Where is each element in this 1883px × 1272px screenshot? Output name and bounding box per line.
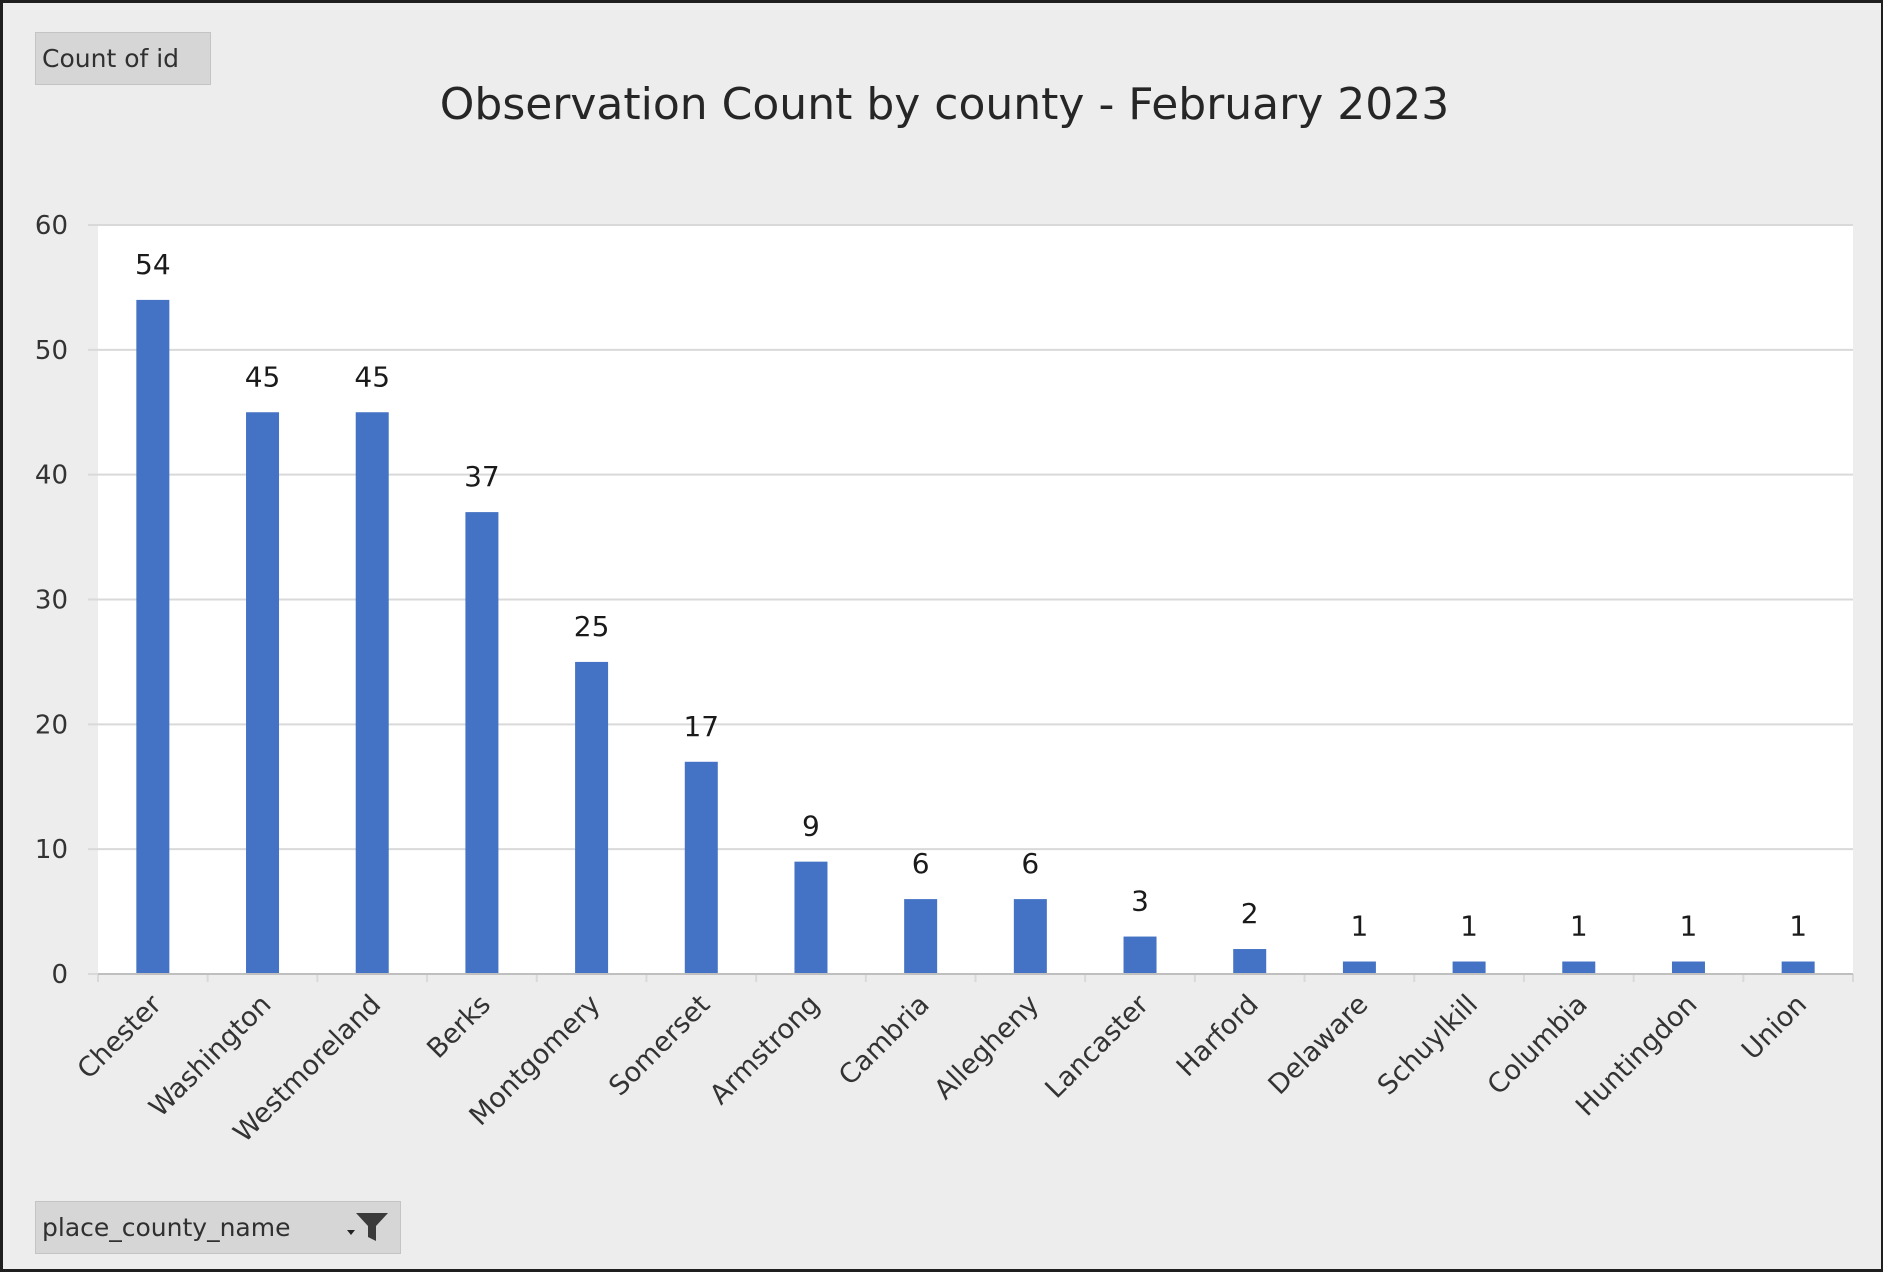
data-label: 37 [464, 460, 500, 493]
bar [1781, 961, 1815, 974]
category-label: Schuylkill [1372, 989, 1484, 1101]
bar [465, 512, 499, 974]
data-label: 6 [912, 847, 930, 880]
y-tick-label: 40 [35, 461, 68, 491]
data-label: 9 [802, 810, 820, 843]
data-label: 1 [1680, 910, 1698, 943]
y-tick-label: 20 [35, 710, 68, 740]
data-labels: 54 45 45 37 25 17 9 6 6 3 2 1 1 1 1 1 [135, 248, 1807, 943]
category-label: Allegheny [929, 989, 1046, 1106]
axis-field-label: place_county_name [42, 1213, 291, 1242]
bar [1562, 961, 1596, 974]
y-tick-label: 0 [51, 960, 68, 990]
bar [1013, 899, 1047, 974]
bar [136, 299, 170, 974]
y-tick-label: 10 [35, 835, 68, 865]
axis-field-button[interactable]: place_county_name [35, 1201, 401, 1254]
bar-chart: 0 10 20 30 40 50 60 54 45 45 37 25 17 9 6 6 3 2 1 1 1 1 1 Che… [35, 211, 1854, 1149]
bar [794, 861, 828, 974]
bar [355, 412, 389, 974]
chart-title: Observation Count by county - February 2… [439, 79, 1450, 130]
bar [1233, 949, 1267, 974]
data-label: 1 [1350, 910, 1368, 943]
value-field-label: Count of id [42, 44, 180, 73]
y-tick-label: 50 [35, 336, 68, 366]
data-label: 54 [135, 248, 171, 281]
bar [1123, 936, 1157, 974]
category-label: Armstrong [704, 989, 826, 1111]
y-tick-label: 30 [35, 586, 68, 616]
data-label: 25 [574, 610, 610, 643]
category-label: Union [1736, 989, 1813, 1066]
bar [246, 412, 280, 974]
data-label: 1 [1460, 910, 1478, 943]
data-label: 17 [683, 710, 719, 743]
category-label: Columbia [1482, 989, 1594, 1101]
data-label: 6 [1021, 847, 1039, 880]
bar [575, 661, 609, 974]
y-tick-label: 60 [35, 211, 68, 241]
category-label: Lancaster [1039, 988, 1155, 1104]
bar [1342, 961, 1376, 974]
data-label: 1 [1570, 910, 1588, 943]
bar [904, 899, 938, 974]
data-label: 45 [354, 360, 390, 393]
data-label: 2 [1241, 897, 1259, 930]
bar [1671, 961, 1705, 974]
category-label: Delaware [1262, 989, 1374, 1101]
category-label: Somerset [603, 989, 716, 1102]
bar [684, 761, 718, 974]
data-label: 1 [1789, 910, 1807, 943]
category-label: Berks [421, 989, 497, 1065]
category-label: Cambria [833, 989, 936, 1092]
value-field-button[interactable]: Count of id [35, 32, 211, 85]
filter-dropdown-icon[interactable] [344, 1210, 390, 1246]
category-label: Chester [72, 988, 169, 1085]
data-label: 45 [245, 360, 281, 393]
bars [136, 299, 1815, 974]
data-label: 3 [1131, 885, 1149, 918]
y-axis: 0 10 20 30 40 50 60 [35, 211, 98, 990]
category-label: Harford [1171, 989, 1265, 1083]
bar [1452, 961, 1486, 974]
